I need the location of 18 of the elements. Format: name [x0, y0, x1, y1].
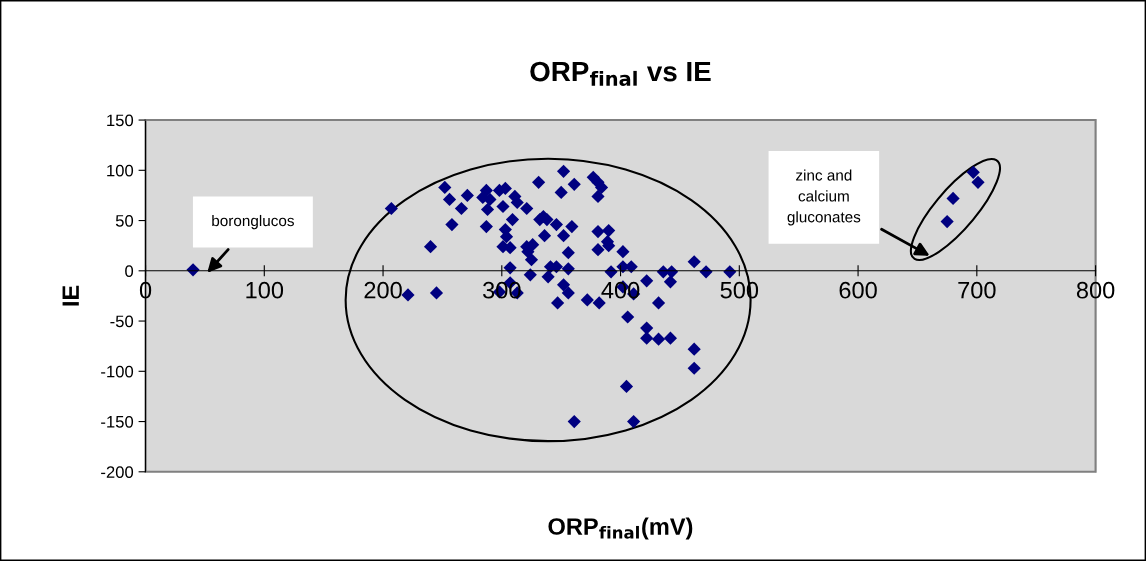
y-tick-label: -50 — [110, 315, 134, 328]
chart-title: ORP$_{final}$ vs IE — [530, 61, 711, 86]
y-tick-label: -200 — [101, 466, 134, 478]
y-tick-label: -100 — [101, 365, 134, 378]
y-axis-title: IE — [62, 285, 79, 306]
x-tick-label: 700 — [958, 281, 996, 299]
y-tick-label: 100 — [107, 164, 134, 177]
annotation: zinc and calcium gluconates — [787, 169, 861, 226]
x-tick-label: 100 — [246, 281, 284, 299]
y-tick-label: 50 — [115, 214, 134, 227]
y-tick-label: -150 — [101, 415, 134, 428]
x-tick-label: 800 — [1076, 281, 1115, 299]
x-axis-title: ORP$_{final}$(mV) — [548, 517, 693, 540]
x-tick-label: 600 — [839, 281, 877, 299]
x-tick-label: 200 — [364, 281, 402, 299]
y-tick-label: 150 — [107, 114, 134, 127]
annotation: boronglucos — [212, 214, 294, 230]
y-tick-label: 0 — [125, 265, 134, 278]
